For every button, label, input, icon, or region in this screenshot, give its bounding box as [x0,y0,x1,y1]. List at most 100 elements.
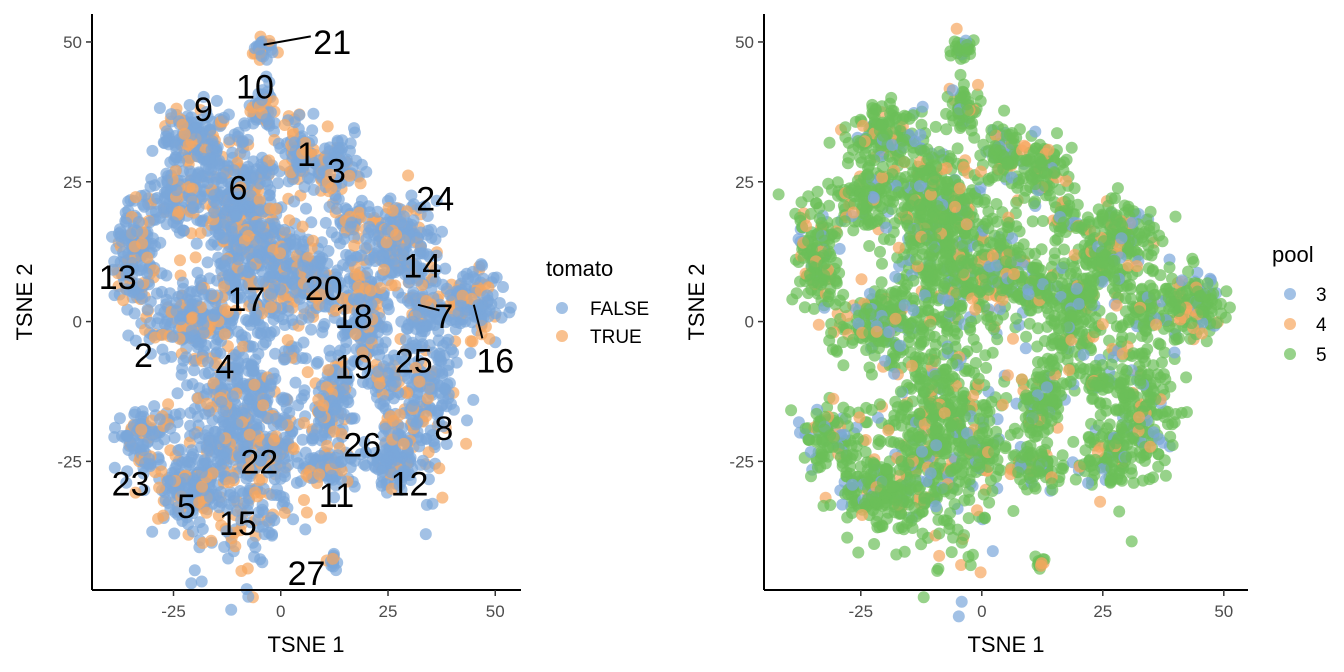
scatter-point [272,177,284,190]
cluster-label-11: 11 [319,477,354,515]
scatter-point [907,146,920,159]
scatter-point [1060,153,1073,166]
scatter-point [257,399,270,412]
scatter-point [129,334,142,347]
scatter-point [186,200,199,213]
cluster-label-25: 25 [395,343,433,381]
scatter-point [230,244,243,257]
scatter-point [910,253,923,266]
scatter-point [170,184,183,197]
scatter-point [1003,217,1015,229]
scatter-point [877,129,890,142]
scatter-point [120,216,133,229]
scatter-point [296,352,309,364]
scatter-point [176,276,189,289]
scatter-point [235,565,248,577]
scatter-point [331,264,344,277]
y-tick-label: 25 [63,173,82,192]
scatter-point [172,444,185,457]
scatter-point [847,224,860,237]
scatter-point [188,564,201,577]
scatter-point [851,174,864,187]
scatter-point [141,251,154,264]
scatter-point [195,575,208,588]
scatter-point [954,122,967,134]
scatter-point [334,276,347,289]
scatter-point [257,338,270,351]
y-tick-label: -25 [57,452,82,471]
scatter-point [156,343,169,356]
scatter-point [129,191,142,204]
scatter-point [329,403,342,416]
scatter-point [160,269,173,282]
scatter-point [263,189,276,202]
scatter-point [172,205,185,218]
scatter-point [454,299,467,312]
scatter-point [419,528,432,541]
scatter-point [146,525,159,538]
scatter-point [424,383,437,395]
scatter-point [272,137,285,150]
scatter-point [374,282,387,295]
scatter-point [421,210,434,222]
scatter-point [856,119,869,132]
scatter-point [938,213,951,225]
left-legend-label-false: FALSE [590,299,649,320]
scatter-point [161,475,174,488]
scatter-point [407,214,420,227]
scatter-point [294,243,307,256]
scatter-point [461,414,473,427]
scatter-point [878,233,890,245]
scatter-point [265,511,278,524]
scatter-point [985,124,998,136]
scatter-point [876,161,889,173]
scatter-point [436,225,448,238]
cluster-label-19: 19 [335,348,373,386]
scatter-point [201,177,214,190]
scatter-point [194,227,207,239]
scatter-point [308,265,321,278]
scatter-point [237,351,250,364]
scatter-point [226,390,239,403]
scatter-point [348,126,361,139]
scatter-point [989,144,1002,156]
scatter-point [178,127,191,140]
scatter-point [823,136,836,149]
scatter-point [467,393,480,406]
scatter-point [1020,330,1033,343]
scatter-point [348,231,361,244]
scatter-point [363,206,376,219]
scatter-point [946,84,959,97]
scatter-point [185,312,198,325]
scatter-point [335,317,348,329]
scatter-point [876,171,889,184]
scatter-point [442,364,454,377]
scatter-point [329,192,342,205]
scatter-point [226,146,239,159]
scatter-point [394,215,407,228]
scatter-point [938,280,951,293]
left-legend-title: tomato [546,256,613,281]
scatter-point [382,303,395,316]
cluster-label-24: 24 [416,181,454,219]
scatter-point [278,223,291,236]
scatter-point [953,182,966,195]
scatter-point [108,289,121,302]
cluster-label-12: 12 [391,466,429,504]
scatter-point [183,99,196,111]
scatter-point [438,382,451,395]
scatter-point [318,318,331,330]
scatter-point [335,176,348,189]
scatter-point [883,97,896,110]
left-legend: tomato FALSE TRUE [546,256,649,348]
scatter-point [940,123,953,136]
scatter-point [146,144,159,157]
scatter-point [940,162,953,175]
scatter-point [907,193,919,206]
scatter-point [950,22,963,35]
left-x-axis-title: TSNE 1 [267,632,344,657]
scatter-point [184,419,197,432]
cluster-label-26: 26 [343,427,381,465]
scatter-point [256,161,269,174]
right-scatter-points [772,22,1236,623]
